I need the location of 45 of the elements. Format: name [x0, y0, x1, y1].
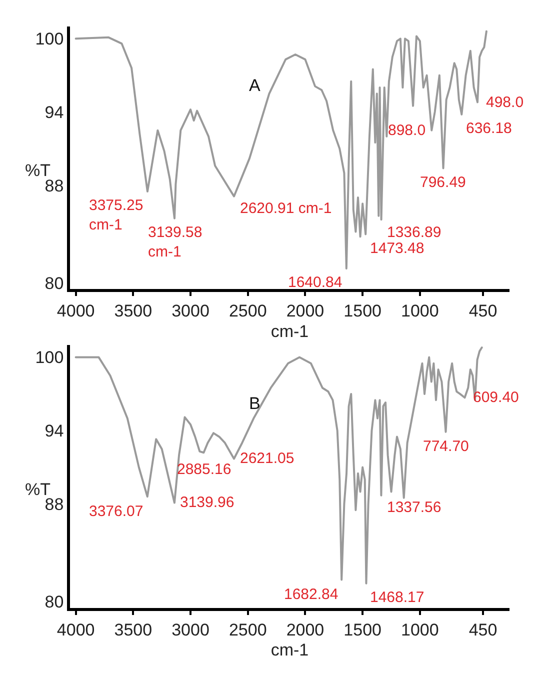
x-tick-label: 3500: [114, 620, 152, 640]
x-tick-label: 4000: [56, 302, 95, 321]
annotation: 2621.05: [240, 450, 294, 467]
annotation: 1337.56: [387, 499, 442, 516]
x-axis-title: cm-1: [270, 322, 309, 342]
y-tick-label: 94: [44, 102, 64, 122]
annotation: 2620.91 cm-1: [240, 200, 332, 217]
x-tick-label: 3500: [114, 302, 152, 321]
annotation: 3139.96: [180, 494, 234, 511]
y-tick-label: 100: [35, 348, 64, 368]
annotation: 1468.17: [370, 589, 424, 606]
x-axis-title: cm-1: [270, 640, 309, 660]
annotation: 1640.84: [288, 274, 342, 291]
x-tick-label: 450: [468, 620, 498, 640]
annotation: 1682.84: [284, 586, 338, 603]
x-tick-label: 2000: [286, 620, 324, 640]
annotation: 1336.89: [387, 224, 442, 241]
annotation: 498.0: [486, 94, 524, 111]
x-tick-label: 3000: [172, 620, 210, 640]
y-tick-label: 80: [44, 274, 64, 294]
annotation: 898.0: [388, 122, 426, 139]
x-tick-label: 4000: [56, 620, 95, 640]
annotation: 3375.25 cm-1: [89, 197, 144, 234]
x-tick-label: 1000: [401, 620, 439, 640]
x-tick-label: 2500: [228, 620, 267, 640]
annotation: 774.70: [423, 438, 469, 455]
x-tick-label: 2500: [228, 302, 267, 321]
x-tick-label: 1500: [344, 620, 382, 640]
x-tick-label: 2000: [286, 302, 324, 321]
y-tick-label: 80: [44, 592, 64, 612]
x-tick-label: 1500: [344, 302, 382, 321]
annotation: 2885.16: [177, 461, 232, 478]
annotation: A: [249, 76, 261, 95]
x-tick-label: 1000: [401, 302, 439, 321]
x-tick-label: 3000: [172, 302, 210, 321]
annotation: 796.49: [420, 174, 466, 191]
annotation: 609.40: [473, 389, 519, 406]
x-tick-label: 450: [468, 302, 498, 321]
annotation: B: [249, 394, 260, 413]
annotation: 3376.07: [89, 503, 144, 520]
annotation: 636.18: [466, 120, 512, 137]
annotation: 1473.48: [370, 240, 424, 257]
y-tick-label: 100: [35, 30, 64, 49]
y-tick-label: 94: [44, 422, 64, 441]
annotation: 3139.58 cm-1: [148, 224, 202, 260]
